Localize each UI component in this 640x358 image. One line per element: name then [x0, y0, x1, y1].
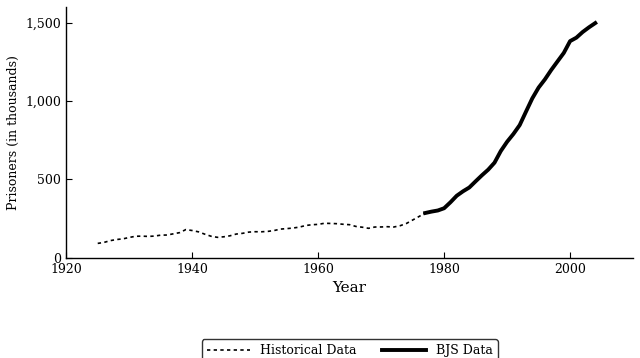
BJS Data: [547, 68, 555, 72]
Historical Data: [94, 241, 102, 246]
BJS Data: [459, 189, 467, 193]
BJS Data: [566, 39, 574, 43]
Historical Data: [321, 221, 328, 226]
BJS Data: [560, 51, 568, 55]
BJS Data: [465, 185, 473, 190]
Y-axis label: Prisoners (in thousands): Prisoners (in thousands): [7, 55, 20, 210]
BJS Data: [591, 21, 599, 25]
BJS Data: [478, 173, 486, 178]
BJS Data: [503, 140, 511, 144]
Historical Data: [220, 234, 228, 239]
Historical Data: [440, 206, 448, 211]
BJS Data: [529, 96, 536, 101]
BJS Data: [434, 208, 442, 213]
BJS Data: [421, 211, 429, 215]
BJS Data: [491, 160, 499, 165]
BJS Data: [554, 59, 561, 64]
Historical Data: [308, 223, 316, 227]
BJS Data: [516, 123, 524, 127]
BJS Data: [447, 200, 454, 204]
BJS Data: [509, 132, 517, 136]
BJS Data: [428, 209, 435, 214]
BJS Data: [585, 25, 593, 29]
Legend: Historical Data, BJS Data: Historical Data, BJS Data: [202, 339, 497, 358]
Historical Data: [100, 240, 108, 245]
Line: BJS Data: BJS Data: [425, 23, 595, 213]
Historical Data: [358, 225, 366, 229]
BJS Data: [535, 86, 543, 90]
Historical Data: [289, 226, 297, 230]
BJS Data: [453, 194, 461, 198]
BJS Data: [472, 179, 479, 183]
Line: Historical Data: Historical Data: [98, 208, 444, 243]
X-axis label: Year: Year: [333, 281, 367, 295]
BJS Data: [522, 110, 530, 114]
BJS Data: [579, 30, 586, 34]
BJS Data: [573, 35, 580, 40]
BJS Data: [541, 77, 548, 82]
BJS Data: [440, 206, 448, 211]
BJS Data: [484, 168, 492, 172]
BJS Data: [497, 149, 504, 153]
